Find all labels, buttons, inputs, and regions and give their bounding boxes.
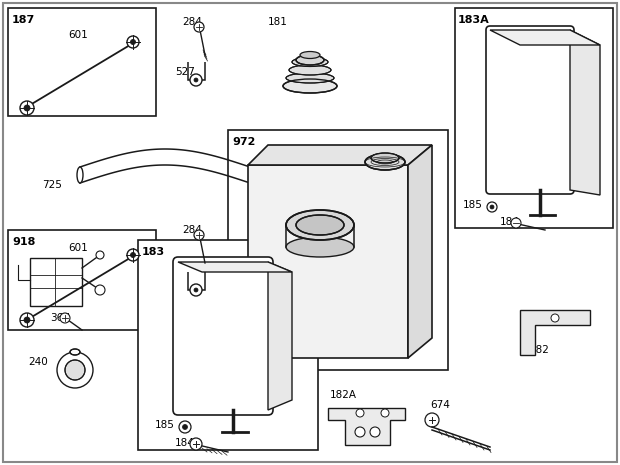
Circle shape (182, 425, 187, 430)
Circle shape (551, 314, 559, 322)
Polygon shape (248, 145, 432, 165)
Circle shape (24, 317, 30, 323)
Bar (30, 258, 82, 306)
Ellipse shape (300, 52, 320, 59)
Ellipse shape (365, 154, 405, 170)
Bar (455, 8, 613, 228)
Circle shape (190, 74, 202, 86)
Circle shape (24, 105, 30, 111)
Bar (8, 8, 156, 116)
Text: 957: 957 (268, 147, 288, 157)
Circle shape (20, 101, 34, 115)
Text: eReplacementParts.com: eReplacementParts.com (238, 288, 382, 301)
Circle shape (57, 352, 93, 388)
Circle shape (194, 78, 198, 82)
Circle shape (381, 409, 389, 417)
FancyBboxPatch shape (173, 257, 273, 415)
Ellipse shape (371, 153, 399, 163)
Circle shape (356, 409, 364, 417)
Circle shape (355, 427, 365, 437)
Circle shape (511, 218, 521, 228)
Text: 182: 182 (530, 345, 550, 355)
Text: 367: 367 (50, 313, 70, 323)
Circle shape (487, 202, 497, 212)
Polygon shape (490, 30, 600, 45)
Circle shape (20, 313, 34, 327)
Text: 527: 527 (175, 275, 195, 285)
Text: 674: 674 (430, 400, 450, 410)
Text: 185: 185 (463, 200, 483, 210)
Ellipse shape (292, 58, 328, 66)
Bar (138, 240, 318, 450)
Polygon shape (248, 165, 408, 358)
Polygon shape (328, 408, 405, 445)
Polygon shape (268, 262, 292, 410)
Polygon shape (178, 262, 292, 272)
Ellipse shape (70, 349, 80, 355)
Circle shape (96, 251, 104, 259)
Polygon shape (408, 145, 432, 358)
Text: 181: 181 (268, 17, 288, 27)
Ellipse shape (296, 215, 344, 235)
Circle shape (490, 205, 494, 209)
Bar (8, 230, 156, 330)
Text: 284: 284 (182, 225, 202, 235)
Circle shape (190, 284, 202, 296)
Circle shape (130, 40, 136, 45)
Circle shape (190, 438, 202, 450)
Text: 184: 184 (500, 217, 520, 227)
Circle shape (194, 22, 204, 32)
Text: 185: 185 (155, 420, 175, 430)
Text: 601: 601 (68, 30, 88, 40)
Circle shape (194, 230, 204, 240)
Text: 183A: 183A (458, 15, 490, 25)
Text: 972: 972 (232, 137, 255, 147)
Polygon shape (520, 310, 590, 355)
Text: 725: 725 (42, 180, 62, 190)
Text: 918: 918 (12, 237, 35, 247)
Circle shape (127, 249, 139, 261)
Text: 184: 184 (175, 438, 195, 448)
Ellipse shape (286, 237, 354, 257)
Ellipse shape (77, 167, 83, 183)
Circle shape (65, 360, 85, 380)
Circle shape (130, 252, 136, 258)
FancyBboxPatch shape (486, 26, 574, 194)
Circle shape (194, 288, 198, 292)
Text: 527: 527 (175, 67, 195, 77)
Text: 601: 601 (68, 243, 88, 253)
Text: 182A: 182A (330, 390, 357, 400)
Ellipse shape (296, 55, 324, 65)
Circle shape (370, 427, 380, 437)
Ellipse shape (283, 79, 337, 93)
Bar (228, 130, 448, 370)
Ellipse shape (289, 65, 331, 75)
Circle shape (425, 413, 439, 427)
Circle shape (95, 285, 105, 295)
Text: 387: 387 (55, 267, 75, 277)
Ellipse shape (286, 210, 354, 240)
Text: 187: 187 (12, 15, 35, 25)
Ellipse shape (286, 73, 334, 83)
Text: 284: 284 (182, 17, 202, 27)
Text: 240: 240 (28, 357, 48, 367)
Circle shape (127, 36, 139, 48)
Polygon shape (570, 30, 600, 195)
Circle shape (179, 421, 191, 433)
Text: 183: 183 (142, 247, 165, 257)
Circle shape (60, 313, 70, 323)
